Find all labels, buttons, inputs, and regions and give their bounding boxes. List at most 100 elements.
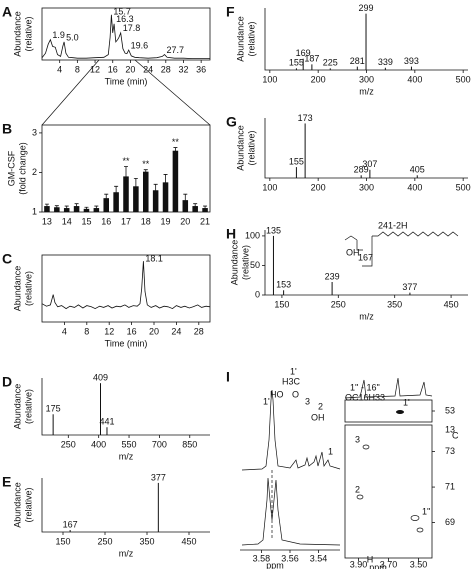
x-tick-label: 3.58 bbox=[253, 553, 271, 563]
peak-label: 18.1 bbox=[145, 253, 163, 263]
peak-label: 1' bbox=[403, 397, 410, 407]
x-axis-label: m/z bbox=[359, 86, 374, 96]
x-axis-label: ppm bbox=[266, 560, 284, 569]
peak-label: 3 bbox=[355, 434, 360, 444]
error-bar bbox=[203, 205, 208, 211]
y-tick-label: 0 bbox=[255, 289, 260, 299]
x-tick-label: 12 bbox=[90, 64, 100, 74]
peak-label: 281 bbox=[350, 56, 365, 66]
error-bar bbox=[84, 206, 89, 211]
x-axis-nucleus: H bbox=[367, 554, 374, 564]
x-tick-label: 20 bbox=[149, 326, 159, 336]
x-axis-label: ppm bbox=[369, 562, 387, 569]
bar bbox=[192, 206, 198, 212]
bar bbox=[202, 208, 208, 212]
spectrum-trace bbox=[241, 389, 341, 471]
plot-frame bbox=[41, 254, 211, 323]
y-axis-label: (relative) bbox=[23, 271, 33, 306]
x-tick-label: 3.50 bbox=[410, 559, 428, 569]
x-tick-label: 16 bbox=[108, 64, 118, 74]
x-axis-label: m/z bbox=[119, 548, 134, 558]
zoom-guide bbox=[134, 59, 211, 126]
error-bar bbox=[94, 205, 99, 211]
y-axis-label: (relative) bbox=[23, 389, 33, 424]
y-axis-label: (relative) bbox=[240, 245, 250, 280]
bar bbox=[54, 207, 60, 212]
x-tick-label: 100 bbox=[262, 182, 277, 192]
y-axis-label: Abundance bbox=[235, 16, 245, 62]
peak-label: 169 bbox=[296, 48, 311, 58]
panel-letter: I bbox=[226, 369, 230, 385]
x-tick-label: 24 bbox=[143, 64, 153, 74]
x-tick-label: 550 bbox=[122, 439, 137, 449]
structure-label: O bbox=[292, 389, 299, 399]
x-tick-label: 15 bbox=[81, 216, 91, 226]
peak-label: 27.7 bbox=[166, 45, 184, 55]
x-tick-label: 250 bbox=[331, 299, 346, 309]
peak-label: 1'' bbox=[422, 506, 431, 516]
x-tick-label: 13 bbox=[42, 216, 52, 226]
error-bar bbox=[193, 203, 198, 209]
bar bbox=[133, 186, 139, 212]
panel-letter: A bbox=[2, 4, 12, 20]
structure-label: 1' bbox=[290, 366, 297, 376]
x-tick-label: 700 bbox=[152, 439, 167, 449]
error-bar bbox=[124, 166, 128, 187]
y-tick-label: 3 bbox=[32, 127, 37, 137]
x-tick-label: 24 bbox=[171, 326, 181, 336]
cross-peak bbox=[396, 410, 404, 414]
peak-label: 5.0 bbox=[66, 32, 79, 42]
bar bbox=[142, 171, 149, 212]
y-axis-label: (relative) bbox=[246, 130, 256, 165]
y-axis-label: (relative) bbox=[23, 16, 33, 51]
structure-label: OC16H33 bbox=[345, 392, 385, 402]
x-tick-label: 400 bbox=[407, 182, 422, 192]
significance: ** bbox=[142, 159, 150, 169]
peak-label: 377 bbox=[151, 472, 166, 482]
peak-label: 173 bbox=[298, 113, 313, 123]
bar bbox=[152, 190, 159, 212]
peak-label: 15.7 bbox=[113, 6, 131, 16]
y-axis-label: (relative) bbox=[23, 487, 33, 522]
error-bar bbox=[114, 185, 119, 199]
peak-label: 19.6 bbox=[131, 40, 149, 50]
panel-letter: F bbox=[226, 4, 235, 20]
error-bar bbox=[54, 205, 59, 209]
error-bar bbox=[74, 203, 79, 209]
axes bbox=[264, 8, 468, 71]
peak-label: 405 bbox=[410, 165, 425, 175]
x-tick-label: 300 bbox=[359, 74, 374, 84]
y-axis-label: GM-CSF bbox=[6, 150, 16, 186]
structure-label: OH bbox=[311, 412, 325, 422]
y-axis-label: Abundance bbox=[235, 125, 245, 171]
significance: ** bbox=[122, 156, 130, 166]
peak-label: 289 bbox=[354, 165, 369, 175]
x-tick-label: 14 bbox=[62, 216, 72, 226]
cross-peak bbox=[362, 444, 370, 450]
y-tick-label: 100 bbox=[245, 230, 260, 240]
projection-trace bbox=[344, 377, 433, 399]
x-tick-label: 18 bbox=[141, 216, 151, 226]
x-tick-label: 100 bbox=[262, 74, 277, 84]
peak-label: 167 bbox=[63, 519, 78, 529]
peak-label: 2 bbox=[355, 484, 360, 494]
x-tick-label: 28 bbox=[161, 64, 171, 74]
x-tick-label: 17 bbox=[121, 216, 131, 226]
x-tick-label: 12 bbox=[104, 326, 114, 336]
x-tick-label: 200 bbox=[311, 74, 326, 84]
bar bbox=[73, 206, 80, 212]
x-tick-label: 300 bbox=[359, 182, 374, 192]
annotation: OH bbox=[346, 247, 360, 257]
x-tick-label: 3.70 bbox=[380, 559, 398, 569]
x-tick-label: 150 bbox=[55, 536, 70, 546]
error-bar bbox=[163, 174, 168, 191]
spectrum-trace bbox=[241, 477, 341, 546]
y-tick-label: 50 bbox=[250, 260, 260, 270]
peak-label: 17.8 bbox=[123, 23, 141, 33]
peak-label: 155 bbox=[289, 58, 304, 68]
structure-label: 2 bbox=[318, 401, 323, 411]
y-tick-label: 2 bbox=[32, 167, 37, 177]
axes bbox=[264, 230, 468, 296]
peak-label: 339 bbox=[378, 57, 393, 67]
